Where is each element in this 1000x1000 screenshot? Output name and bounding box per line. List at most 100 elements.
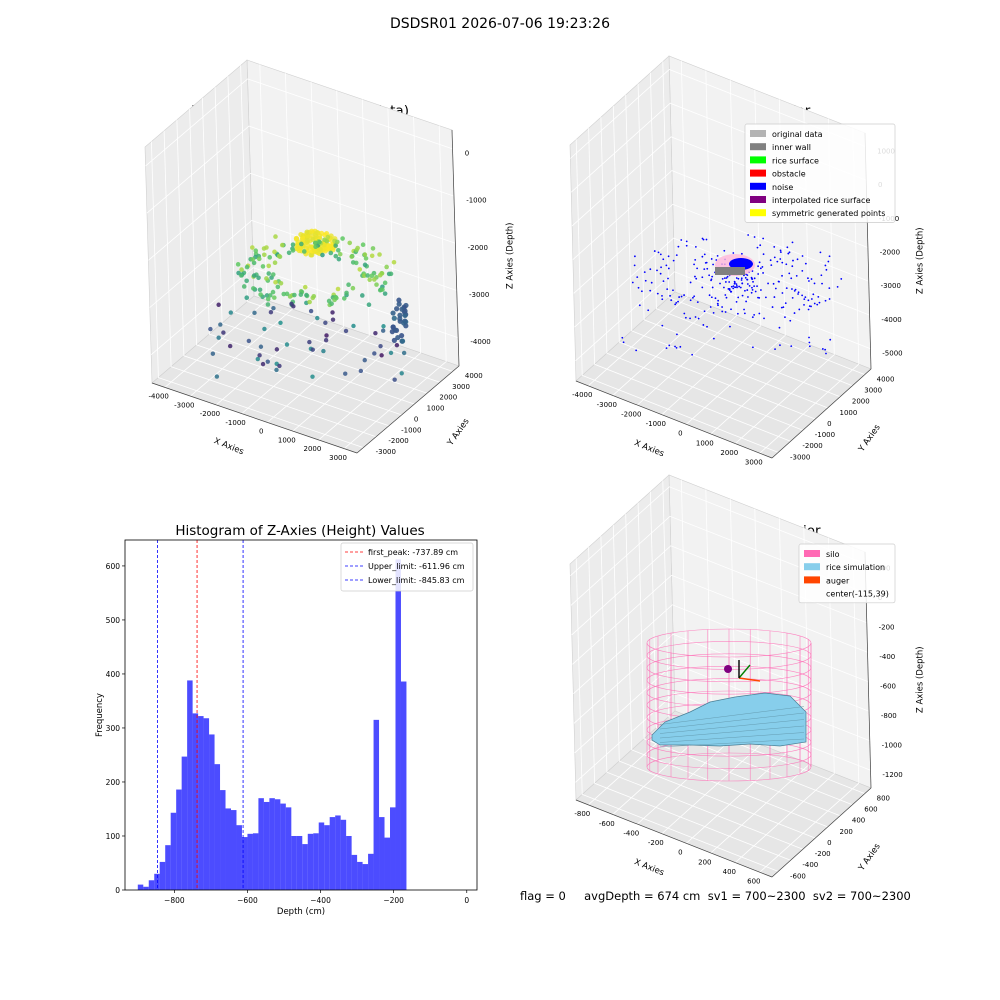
cls-noise-point bbox=[662, 258, 665, 261]
raw-data-point bbox=[360, 293, 365, 298]
sim-grid-y bbox=[588, 547, 791, 861]
cls-noise-point bbox=[772, 282, 775, 285]
raw-data-point bbox=[325, 234, 331, 240]
cls-noise-point bbox=[829, 338, 832, 341]
cls-noise-point bbox=[762, 237, 765, 240]
cls-noise-point bbox=[741, 294, 744, 297]
cls-noise-point bbox=[812, 293, 815, 296]
cls-noise-point bbox=[782, 306, 785, 309]
sim-z-axis-label: Z Axies (Depth) bbox=[916, 646, 926, 713]
cls-noise-point bbox=[840, 278, 843, 280]
cls-noise-point bbox=[781, 274, 783, 277]
histogram-bar bbox=[296, 835, 303, 890]
raw-data-point bbox=[391, 259, 397, 265]
raw-z-tick-label: -1000 bbox=[466, 197, 486, 205]
cls-noise-point bbox=[717, 299, 720, 302]
cls-noise-point bbox=[753, 313, 756, 316]
sim-x-tick-label: -800 bbox=[574, 810, 590, 818]
raw-data-point bbox=[362, 357, 367, 363]
sim-x-axis-line bbox=[575, 799, 773, 878]
sim-x-tick-label: -600 bbox=[599, 820, 615, 828]
cls-noise-point bbox=[689, 281, 692, 284]
raw-x-tick-label: -3000 bbox=[174, 401, 194, 409]
cls-noise-point bbox=[740, 279, 743, 281]
cls-noise-point bbox=[779, 344, 781, 347]
cls-grid-z bbox=[574, 237, 870, 328]
raw-data-point bbox=[228, 310, 234, 315]
raw-data-point bbox=[335, 286, 341, 292]
cls-noise-point bbox=[726, 275, 729, 278]
raw-y-axis-line bbox=[356, 365, 460, 454]
cls-noise-point bbox=[773, 246, 776, 248]
raw-data-point bbox=[335, 247, 341, 253]
raw-data-point bbox=[399, 371, 404, 376]
cls-noise-point bbox=[744, 289, 746, 292]
raw-data-point bbox=[377, 272, 383, 278]
cls-noise-point bbox=[696, 301, 699, 303]
raw-data-point bbox=[328, 250, 334, 256]
sim-rice-mesh bbox=[659, 738, 805, 748]
histogram-y-axis-label: Frequency bbox=[95, 693, 105, 737]
histogram-x-tick-label: −600 bbox=[237, 896, 258, 905]
cls-noise-point bbox=[735, 283, 738, 286]
histogram-bar bbox=[247, 833, 253, 890]
cls-noise-point bbox=[709, 306, 712, 308]
sim-grid-x bbox=[759, 547, 860, 873]
cls-y-tick-label: -2000 bbox=[802, 442, 822, 450]
cls-noise-point bbox=[794, 288, 797, 291]
sim-legend-label: center(-115,39) bbox=[826, 590, 889, 599]
sim-silo-ring bbox=[646, 653, 812, 683]
cls-noise-point bbox=[816, 303, 819, 306]
cls-noise-point bbox=[789, 319, 792, 322]
cls-noise-point bbox=[808, 341, 811, 344]
raw-data-point bbox=[253, 248, 259, 254]
raw-data-point bbox=[323, 338, 329, 343]
raw-data-point bbox=[307, 339, 312, 345]
cls-grid-z bbox=[575, 271, 871, 362]
histogram-bar bbox=[148, 880, 155, 890]
raw-data-point bbox=[256, 256, 262, 262]
cls-noise-point bbox=[717, 304, 719, 307]
cls-noise-point bbox=[691, 353, 694, 356]
cls-noise-point bbox=[701, 286, 704, 289]
raw-data-point bbox=[357, 267, 363, 272]
raw-data-point bbox=[251, 273, 257, 278]
raw-data-point bbox=[271, 305, 276, 311]
cls-noise-point bbox=[744, 276, 747, 279]
raw-data-point bbox=[360, 242, 366, 247]
cls-noise-point bbox=[721, 277, 724, 280]
raw-data-point bbox=[310, 236, 316, 243]
sim-rice-mesh bbox=[659, 706, 805, 725]
sim-grid-z bbox=[573, 604, 869, 695]
cls-inner-wall bbox=[715, 267, 745, 275]
raw-data-point bbox=[252, 310, 257, 316]
cls-x-tick-label: -4000 bbox=[572, 391, 592, 399]
cls-noise-point bbox=[702, 324, 705, 326]
raw-data-point bbox=[346, 282, 351, 288]
cls-x-tick-label: 3000 bbox=[745, 459, 763, 467]
sim-grid-y bbox=[600, 536, 804, 850]
cls-noise-point bbox=[793, 312, 796, 314]
raw-grid-x bbox=[343, 125, 447, 449]
sim-z-tick-label: -400 bbox=[879, 653, 895, 661]
cls-noise-point bbox=[635, 349, 638, 352]
cls-noise-point bbox=[758, 261, 761, 264]
raw-data-point bbox=[305, 234, 311, 240]
raw-x-tick-label: 2000 bbox=[304, 445, 322, 453]
sim-y-tick-label: 800 bbox=[877, 794, 890, 802]
cls-noise-point bbox=[741, 282, 744, 285]
cls-noise-point bbox=[785, 287, 788, 290]
raw-z-tick-label: -4000 bbox=[470, 338, 490, 346]
raw-data-point bbox=[260, 361, 266, 367]
raw-data-point bbox=[353, 260, 359, 266]
raw-grid-y bbox=[227, 76, 441, 383]
cls-noise-point bbox=[751, 316, 754, 319]
raw-data-point bbox=[278, 281, 284, 286]
raw-data-point bbox=[244, 264, 250, 270]
histogram-x-tick-label: 0 bbox=[464, 896, 469, 905]
cls-noise-point bbox=[779, 249, 782, 252]
cls-z-tick-label: -5000 bbox=[882, 350, 902, 358]
sim-y-tick-label: 400 bbox=[852, 817, 865, 825]
cls-legend-label: inner wall bbox=[772, 143, 811, 152]
